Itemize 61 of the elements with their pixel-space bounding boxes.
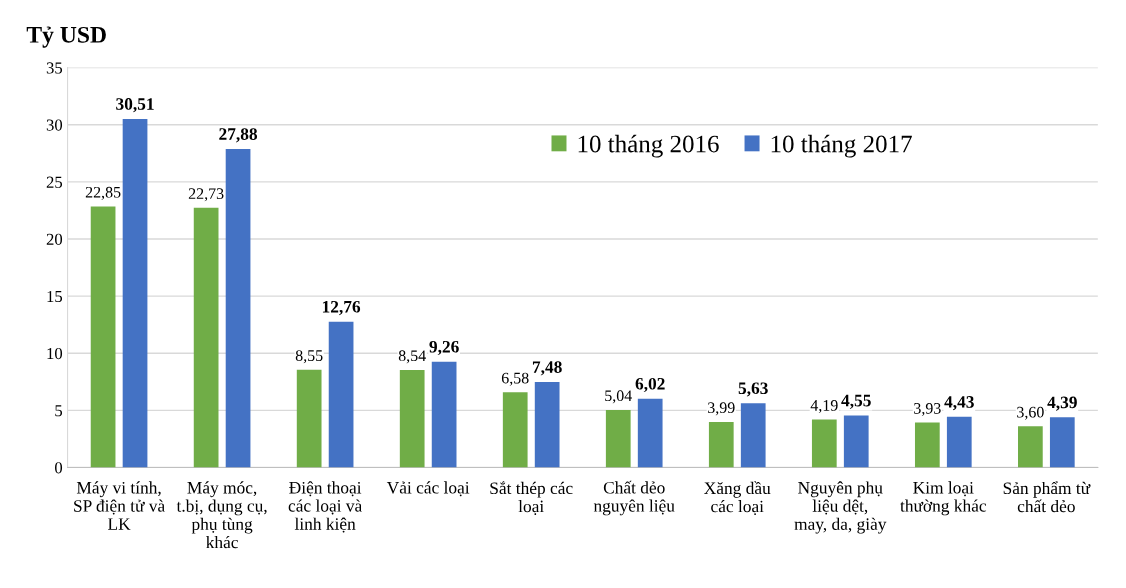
bar [914,422,940,468]
data-label: 12,76 [322,300,361,316]
bar [225,148,251,468]
bar [946,416,972,468]
bar [122,118,148,468]
bar [193,207,219,468]
y-tick-label: 35 [46,62,63,74]
data-label: 3,60 [1017,406,1044,420]
bar [1018,426,1043,468]
x-tick-label: Điện thoại các loại và linh kiện [288,481,362,533]
data-label: 4,43 [944,396,974,411]
x-tick-label: Vải các loại [386,481,470,497]
data-label: 4,55 [841,394,871,409]
data-label: 22,73 [188,188,224,202]
data-label: 4,19 [810,400,838,414]
x-tick-label: Máy móc, t.bị, dụng cụ, phụ tùng khác [176,481,267,549]
x-tick-label: Kim loại thường khác [900,481,987,516]
y-tick-label: 15 [47,290,63,303]
bar [534,382,560,468]
data-label: 5,04 [605,390,632,404]
bar [1049,417,1075,468]
bar [637,398,663,468]
x-tick-label: Nguyên phụ liệu dệt, may, da, giày [794,481,887,534]
bar [431,361,457,468]
bar [740,403,766,468]
y-tick-label: 5 [55,405,63,417]
y-tick-label: 0 [55,462,63,474]
x-tick-label: Sắt thép các loại [490,481,573,515]
bar [502,392,528,468]
data-label: 4,39 [1047,396,1077,411]
bar [90,206,116,468]
y-axis-title: Tỷ USD [26,26,106,48]
x-tick-label: Xăng dầu các loại [704,481,771,515]
bar [811,419,837,468]
data-label: 8,54 [398,350,426,364]
data-label: 27,88 [219,128,258,143]
data-label: 6,02 [635,377,665,393]
bar [296,369,322,468]
data-label: 30,51 [116,98,154,113]
bar [399,369,425,468]
data-label: 22,85 [85,186,121,200]
data-label: 8,55 [295,350,323,364]
x-tick-label: Chất dẻo nguyên liệu [593,480,675,516]
bar [708,421,734,468]
bar [843,415,869,468]
legend-label: 10 tháng 2017 [771,134,912,158]
data-label: 5,63 [738,382,768,397]
bar [605,409,631,468]
legend-label: 10 tháng 2016 [578,134,719,158]
y-tick-label: 30 [46,119,63,131]
data-label: 3,99 [708,402,735,416]
data-label: 9,26 [429,340,459,356]
data-label: 3,93 [914,403,941,417]
bar [328,321,354,468]
data-label: 6,58 [501,372,529,386]
x-tick-label: Sản phẩm từ chất dẻo [1003,481,1091,513]
data-label: 7,48 [532,361,562,376]
y-tick-label: 10 [47,347,63,360]
y-tick-label: 25 [46,176,63,188]
y-tick-label: 20 [46,233,63,245]
x-tick-label: Máy vi tính, SP điện tử và LK [74,481,165,530]
